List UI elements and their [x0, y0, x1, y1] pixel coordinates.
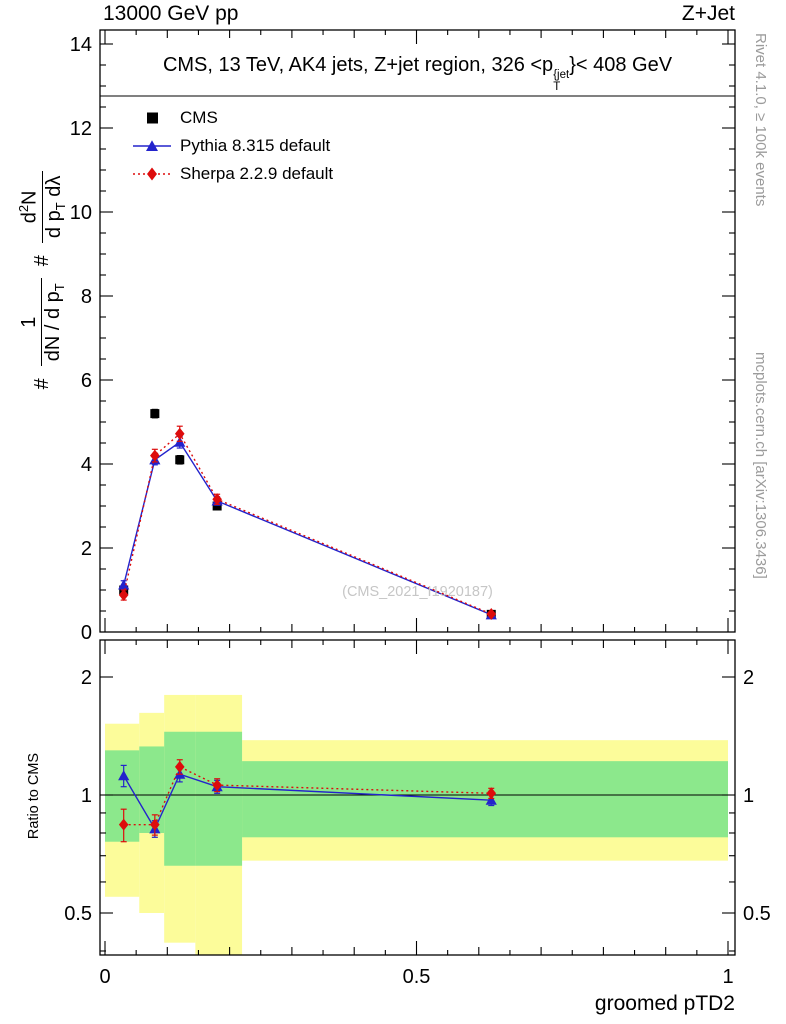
- pt-jet-supsub: {jet T: [553, 69, 570, 94]
- tick-label: 4: [81, 454, 92, 476]
- triangle-marker: [485, 794, 497, 805]
- square-marker: [212, 501, 222, 511]
- main-frame: [99, 29, 736, 633]
- ratio-frame: [99, 639, 736, 956]
- square-marker-icon: [147, 112, 158, 124]
- green-band-bin: [195, 731, 243, 866]
- tick-label: 2: [81, 538, 92, 560]
- triangle-line-marker-icon: [133, 140, 171, 151]
- plot-title-text: CMS, 13 TeV, AK4 jets, Z+jet region, 326…: [162, 54, 554, 76]
- green-band-bin: [164, 731, 196, 866]
- legend-label: Pythia 8.315 default: [180, 136, 331, 155]
- fraction-d2n-over-dptdlambda: d2N d pT dλ: [16, 170, 68, 244]
- tick-label: 0.5: [403, 966, 431, 988]
- triangle-marker: [118, 770, 130, 781]
- analysis-watermark: (CMS_2021_I1920187): [342, 584, 493, 600]
- tick-label: 2: [743, 667, 754, 689]
- rivet-version-note: Rivet 4.1.0, ≥ 100k events: [752, 33, 769, 207]
- plot-title: CMS, 13 TeV, AK4 jets, Z+jet region, 326…: [162, 54, 673, 94]
- tick-label: 1: [743, 785, 754, 807]
- tick-label: 8: [81, 286, 92, 308]
- diamond-marker: [150, 818, 160, 831]
- tick-label: 1: [81, 785, 92, 807]
- diamond-marker: [150, 449, 160, 462]
- diamond-dotted-line-marker-icon: [133, 167, 171, 181]
- main-panel-series: [118, 408, 497, 620]
- mcplots-reference-note: mcplots.cern.ch [arXiv:1306.3436]: [752, 352, 769, 579]
- x-axis-title: groomed pTD2: [594, 992, 735, 1015]
- diamond-marker: [486, 787, 497, 800]
- tick-label: 0.5: [743, 903, 771, 925]
- axis-ticks: [100, 30, 735, 955]
- series-sherpa-2-2-9-default: [118, 759, 497, 843]
- legend: CMS Pythia 8.315 default Sherpa 2.2.9 de…: [133, 104, 333, 188]
- legend-item-sherpa: Sherpa 2.2.9 default: [133, 160, 333, 188]
- hash-symbol: #: [30, 378, 53, 390]
- green-band-bin: [139, 746, 165, 833]
- tick-label: 0: [99, 966, 110, 988]
- diamond-marker: [118, 589, 129, 602]
- ratio-uncertainty-bands: [105, 694, 728, 955]
- hash-symbol: #: [30, 255, 53, 267]
- tick-label: 1: [722, 966, 733, 988]
- fraction-1-over-dndpt: 1 dN / d pT: [17, 278, 67, 367]
- tick-label: 2: [81, 667, 92, 689]
- legend-label: CMS: [180, 108, 218, 127]
- ratio-panel-series: [118, 759, 497, 843]
- tick-label: 14: [70, 34, 92, 56]
- diamond-marker: [174, 760, 185, 773]
- triangle-marker: [118, 579, 130, 590]
- diamond-marker: [212, 779, 222, 792]
- series-line: [123, 765, 492, 826]
- diamond-marker: [174, 427, 185, 440]
- legend-label: Sherpa 2.2.9 default: [180, 164, 334, 183]
- legend-item-pythia: Pythia 8.315 default: [133, 132, 333, 160]
- legend-item-cms: CMS: [133, 104, 333, 132]
- diamond-marker: [212, 493, 222, 506]
- tick-label: 10: [70, 202, 92, 224]
- ratio-y-axis-title: Ratio to CMS: [26, 752, 42, 840]
- diamond-marker: [118, 818, 129, 831]
- tick-label: 6: [81, 370, 92, 392]
- tick-label: 0: [81, 622, 92, 644]
- diamond-marker: [486, 607, 497, 620]
- main-y-axis-title: # 1 dN / d pT # d2N d pT dλ: [2, 45, 82, 515]
- square-marker: [175, 455, 185, 465]
- process-title: Z+Jet: [681, 2, 735, 25]
- beam-energy-title: 13000 GeV pp: [103, 2, 239, 25]
- square-marker: [150, 409, 160, 419]
- series-sherpa-2-2-9-default: [118, 425, 497, 620]
- tick-label: 12: [70, 118, 92, 140]
- tick-label: 0.5: [64, 903, 92, 925]
